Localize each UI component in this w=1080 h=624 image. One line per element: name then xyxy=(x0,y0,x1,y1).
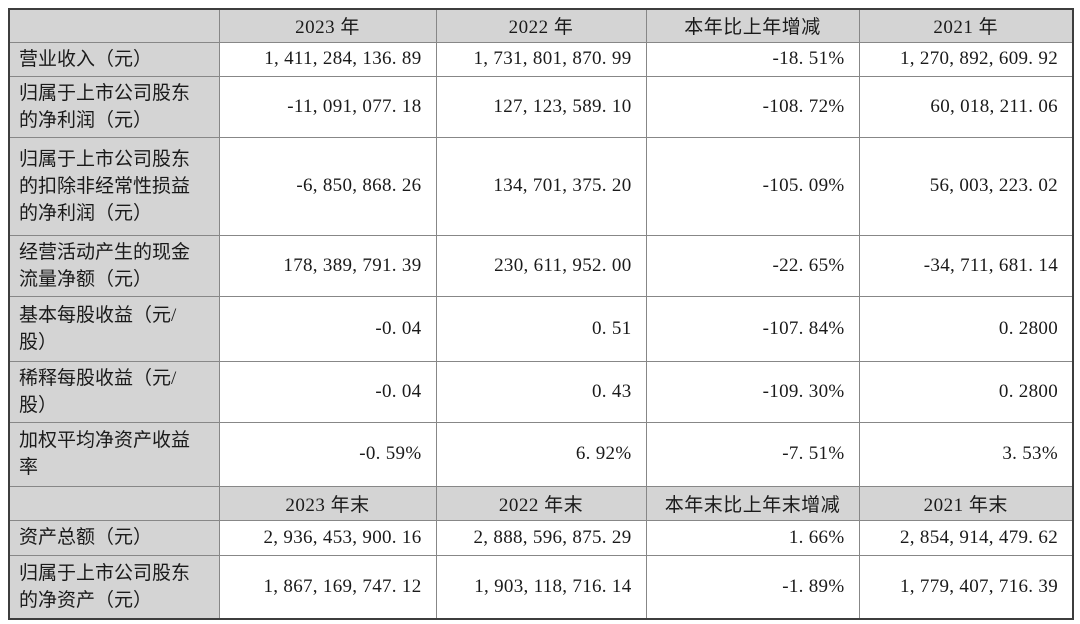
table-row-weighted-avg-roe: 加权平均净资产收益 率 -0. 59% 6. 92% -7. 51% 3. 53… xyxy=(8,421,1074,487)
row-label: 稀释每股收益（元/ 股） xyxy=(8,360,220,423)
corner-cell xyxy=(8,8,220,43)
row-label: 加权平均净资产收益 率 xyxy=(8,421,220,487)
cell-value: 1, 411, 284, 136. 89 xyxy=(218,41,437,77)
corner-cell xyxy=(8,485,220,521)
col-header-2022: 2022 年 xyxy=(435,8,647,43)
cell-value: -0. 04 xyxy=(218,360,437,423)
col-header-2021: 2021 年 xyxy=(858,8,1074,43)
cell-value: 1, 779, 407, 716. 39 xyxy=(858,554,1074,620)
cell-value: 1, 731, 801, 870. 99 xyxy=(435,41,647,77)
table-row-operating-cash-flow: 经营活动产生的现金 流量净额（元） 178, 389, 791. 39 230,… xyxy=(8,234,1074,297)
cell-value: -22. 65% xyxy=(645,234,860,297)
cell-value: 2, 936, 453, 900. 16 xyxy=(218,519,437,556)
cell-value: 0. 2800 xyxy=(858,360,1074,423)
row-label: 归属于上市公司股东 的净资产（元） xyxy=(8,554,220,620)
row-label: 营业收入（元） xyxy=(8,41,220,77)
cell-value: -11, 091, 077. 18 xyxy=(218,75,437,138)
cell-value: 56, 003, 223. 02 xyxy=(858,136,1074,236)
cell-value: 0. 43 xyxy=(435,360,647,423)
cell-value: 1, 270, 892, 609. 92 xyxy=(858,41,1074,77)
cell-value: -0. 04 xyxy=(218,295,437,362)
cell-value: 230, 611, 952. 00 xyxy=(435,234,647,297)
cell-value: -108. 72% xyxy=(645,75,860,138)
col-header-2022-end: 2022 年末 xyxy=(435,485,647,521)
row-label: 基本每股收益（元/ 股） xyxy=(8,295,220,362)
cell-value: 2, 854, 914, 479. 62 xyxy=(858,519,1074,556)
cell-value: 6. 92% xyxy=(435,421,647,487)
cell-value: 1, 867, 169, 747. 12 xyxy=(218,554,437,620)
table-row-net-profit: 归属于上市公司股东 的净利润（元） -11, 091, 077. 18 127,… xyxy=(8,75,1074,138)
table-row-net-assets: 归属于上市公司股东 的净资产（元） 1, 867, 169, 747. 12 1… xyxy=(8,554,1074,620)
row-label: 归属于上市公司股东 的净利润（元） xyxy=(8,75,220,138)
table-row-total-assets: 资产总额（元） 2, 936, 453, 900. 16 2, 888, 596… xyxy=(8,519,1074,556)
cell-value: 0. 51 xyxy=(435,295,647,362)
col-header-yoy-change: 本年比上年增减 xyxy=(645,8,860,43)
row-label: 归属于上市公司股东 的扣除非经常性损益 的净利润（元） xyxy=(8,136,220,236)
table-header-row-year-end: 2023 年末 2022 年末 本年末比上年末增减 2021 年末 xyxy=(8,485,1074,521)
table-row-basic-eps: 基本每股收益（元/ 股） -0. 04 0. 51 -107. 84% 0. 2… xyxy=(8,295,1074,362)
cell-value: -105. 09% xyxy=(645,136,860,236)
cell-value: -34, 711, 681. 14 xyxy=(858,234,1074,297)
cell-value: 2, 888, 596, 875. 29 xyxy=(435,519,647,556)
cell-value: 134, 701, 375. 20 xyxy=(435,136,647,236)
table-row-revenue: 营业收入（元） 1, 411, 284, 136. 89 1, 731, 801… xyxy=(8,41,1074,77)
col-header-year-end-change: 本年末比上年末增减 xyxy=(645,485,860,521)
cell-value: -6, 850, 868. 26 xyxy=(218,136,437,236)
cell-value: 1. 66% xyxy=(645,519,860,556)
cell-value: 0. 2800 xyxy=(858,295,1074,362)
row-label: 经营活动产生的现金 流量净额（元） xyxy=(8,234,220,297)
table-row-diluted-eps: 稀释每股收益（元/ 股） -0. 04 0. 43 -109. 30% 0. 2… xyxy=(8,360,1074,423)
cell-value: 3. 53% xyxy=(858,421,1074,487)
cell-value: -0. 59% xyxy=(218,421,437,487)
financial-summary-table: 2023 年 2022 年 本年比上年增减 2021 年 营业收入（元） 1, … xyxy=(8,8,1074,620)
table-row-net-profit-excl-nonrecurring: 归属于上市公司股东 的扣除非经常性损益 的净利润（元） -6, 850, 868… xyxy=(8,136,1074,236)
cell-value: -18. 51% xyxy=(645,41,860,77)
cell-value: 1, 903, 118, 716. 14 xyxy=(435,554,647,620)
col-header-2023: 2023 年 xyxy=(218,8,437,43)
cell-value: -109. 30% xyxy=(645,360,860,423)
cell-value: -7. 51% xyxy=(645,421,860,487)
cell-value: -1. 89% xyxy=(645,554,860,620)
cell-value: 127, 123, 589. 10 xyxy=(435,75,647,138)
col-header-2023-end: 2023 年末 xyxy=(218,485,437,521)
col-header-2021-end: 2021 年末 xyxy=(858,485,1074,521)
row-label: 资产总额（元） xyxy=(8,519,220,556)
cell-value: 60, 018, 211. 06 xyxy=(858,75,1074,138)
cell-value: -107. 84% xyxy=(645,295,860,362)
table-header-row-year: 2023 年 2022 年 本年比上年增减 2021 年 xyxy=(8,8,1074,43)
cell-value: 178, 389, 791. 39 xyxy=(218,234,437,297)
